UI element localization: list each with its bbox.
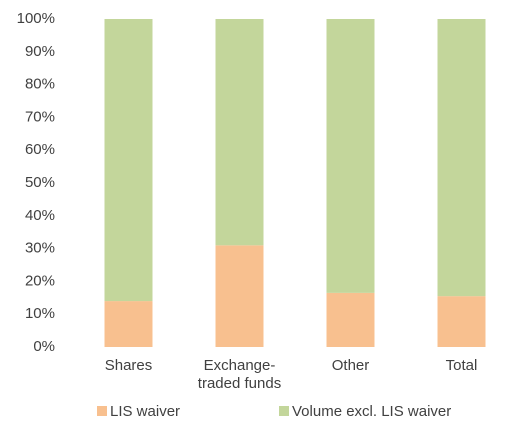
- x-tick-label: Exchange-traded funds: [197, 357, 282, 392]
- legend-label: Volume excl. LIS waiver: [292, 403, 451, 420]
- y-tick-label: 0%: [33, 338, 55, 355]
- y-tick-label: 90%: [25, 43, 55, 60]
- x-tick-label: Other: [331, 357, 370, 374]
- y-tick-label: 100%: [17, 10, 55, 27]
- y-tick-label: 80%: [25, 76, 55, 93]
- bar-segment: [215, 245, 264, 347]
- bar-segment: [437, 19, 486, 297]
- x-tick-label: Shares: [104, 357, 153, 374]
- bar-segment: [437, 296, 486, 347]
- y-tick-label: 20%: [25, 272, 55, 289]
- bar-segment: [326, 19, 375, 293]
- y-tick-label: 50%: [25, 174, 55, 191]
- legend-label: LIS waiver: [110, 403, 180, 420]
- bar-segment: [326, 292, 375, 347]
- y-tick-label: 40%: [25, 207, 55, 224]
- legend-swatch: [279, 406, 289, 416]
- legend-swatch: [97, 406, 107, 416]
- bar-segment: [104, 19, 153, 302]
- y-tick-label: 10%: [25, 305, 55, 322]
- x-tick-label: Total: [445, 357, 478, 374]
- y-tick-label: 30%: [25, 240, 55, 257]
- y-tick-label: 70%: [25, 108, 55, 125]
- bar-segment: [104, 301, 153, 347]
- bar-segment: [215, 19, 264, 246]
- y-tick-label: 60%: [25, 141, 55, 158]
